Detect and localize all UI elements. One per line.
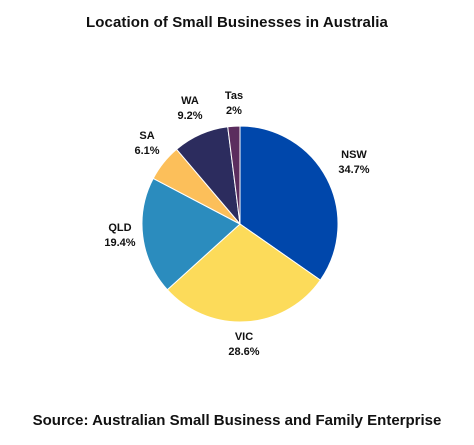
chart-title: Location of Small Businesses in Australi… bbox=[86, 14, 388, 31]
slice-value-qld: 19.4% bbox=[104, 237, 135, 249]
pie-slices bbox=[141, 125, 339, 323]
slice-label-nsw: NSW bbox=[341, 149, 367, 161]
chart-source: Source: Australian Small Business and Fa… bbox=[32, 412, 442, 429]
slice-value-sa: 6.1% bbox=[134, 145, 159, 157]
slice-label-vic: VIC bbox=[235, 331, 253, 343]
pie-labels: NSW 34.7% VIC 28.6% QLD 19.4% SA 6.1% WA 9.2% Tas 2… bbox=[104, 90, 369, 358]
slice-label-qld: QLD bbox=[108, 222, 131, 234]
slice-label-wa: WA bbox=[181, 95, 199, 107]
slice-value-nsw: 34.7% bbox=[338, 164, 369, 176]
pie-slice-vic bbox=[166, 223, 322, 323]
slice-label-sa: SA bbox=[139, 130, 154, 142]
slice-value-tas: 2% bbox=[226, 105, 242, 117]
pie-slice-qld bbox=[141, 177, 241, 291]
slice-value-vic: 28.6% bbox=[228, 346, 259, 358]
pie-slice-tas bbox=[227, 125, 241, 225]
slice-value-wa: 9.2% bbox=[177, 110, 202, 122]
slice-label-tas: Tas bbox=[225, 90, 243, 102]
pie-slice-nsw bbox=[239, 125, 339, 281]
